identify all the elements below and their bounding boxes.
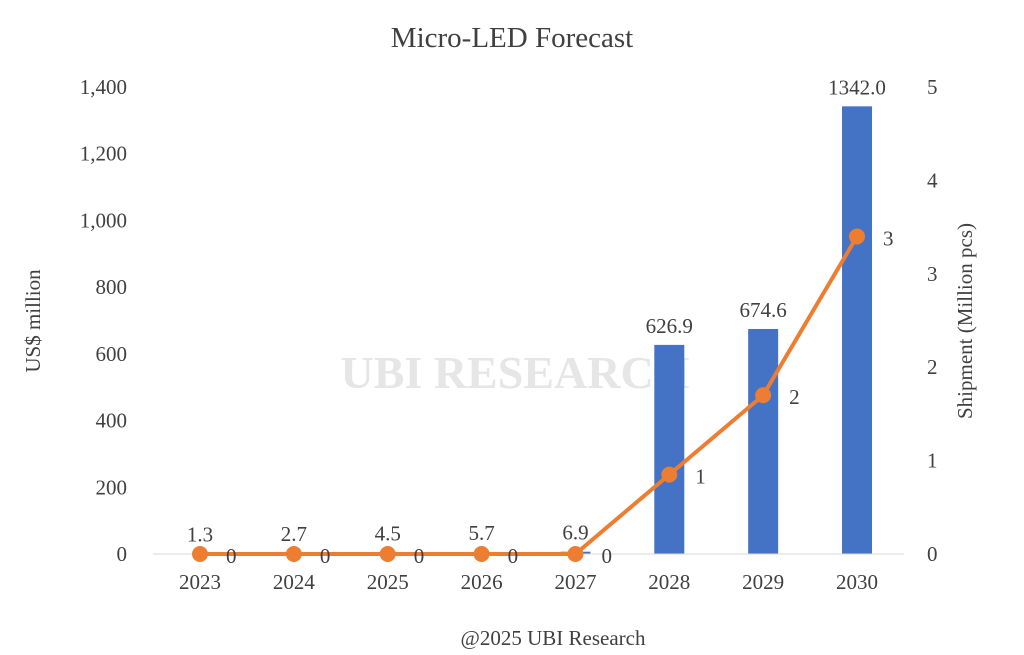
- shipment-point-2023: [192, 546, 208, 562]
- shipment-line: [200, 235, 859, 556]
- bar-data-label: 674.6: [740, 298, 787, 322]
- bar-data-label: 5.7: [468, 521, 494, 545]
- y-tick-label: 800: [96, 275, 128, 299]
- bar-data-label: 4.5: [375, 521, 401, 545]
- y2-tick-label: 5: [927, 75, 938, 99]
- y2-axis-label: Shipment (Million pcs): [953, 223, 977, 419]
- line-data-label: 0: [601, 544, 612, 568]
- y-tick-label: 400: [96, 409, 128, 433]
- line-data-label: 0: [414, 544, 425, 568]
- bar-data-label: 626.9: [646, 314, 693, 338]
- line-data-label: 0: [226, 544, 237, 568]
- x-tick-label: 2029: [742, 570, 784, 594]
- bar-2030: [842, 106, 873, 555]
- x-tick-label: 2023: [179, 570, 221, 594]
- shipment-point-2028: [661, 466, 678, 483]
- bar-data-label: 1.3: [187, 523, 213, 547]
- line-data-label: 3: [883, 226, 894, 250]
- y-tick-label: 1,400: [80, 75, 127, 99]
- y2-tick-label: 3: [927, 262, 938, 286]
- footer-credit: @2025 UBI Research: [461, 626, 646, 650]
- shipment-point-2029: [755, 387, 772, 404]
- y2-tick-label: 4: [927, 168, 938, 192]
- shipment-point-2027: [567, 546, 584, 562]
- y-tick-label: 0: [117, 542, 128, 566]
- bar-data-label: 1342.0: [828, 75, 886, 99]
- line-data-label: 1: [695, 465, 706, 489]
- watermark: UBI RESEARCH: [341, 347, 690, 398]
- shipment-point-2030: [849, 228, 866, 245]
- shipment-point-2026: [473, 546, 490, 562]
- shipment-point-2025: [379, 546, 396, 562]
- y-tick-label: 200: [96, 475, 128, 499]
- y-axis-label: US$ million: [21, 269, 45, 373]
- bar-2029: [748, 328, 779, 554]
- x-tick-label: 2027: [554, 570, 596, 594]
- x-tick-label: 2024: [273, 570, 316, 594]
- line-data-label: 2: [789, 385, 800, 409]
- bar-2028: [654, 344, 685, 554]
- x-tick-label: 2026: [461, 570, 503, 594]
- shipment-point-2024: [285, 546, 302, 562]
- bar-data-label: 2.7: [281, 522, 307, 546]
- y2-tick-label: 0: [927, 542, 938, 566]
- y2-tick-label: 1: [927, 449, 938, 473]
- chart-title: Micro-LED Forecast: [391, 22, 633, 54]
- line-data-label: 0: [508, 544, 518, 568]
- y2-tick-label: 2: [927, 355, 938, 379]
- y-tick-label: 600: [96, 342, 128, 366]
- x-tick-label: 2030: [836, 570, 878, 594]
- y-tick-label: 1,200: [80, 142, 127, 166]
- x-tick-label: 2025: [367, 570, 409, 594]
- y-tick-label: 1,000: [80, 208, 127, 232]
- line-data-label: 0: [320, 544, 331, 568]
- x-tick-label: 2028: [648, 570, 690, 594]
- bar-data-label: 6.9: [562, 521, 588, 545]
